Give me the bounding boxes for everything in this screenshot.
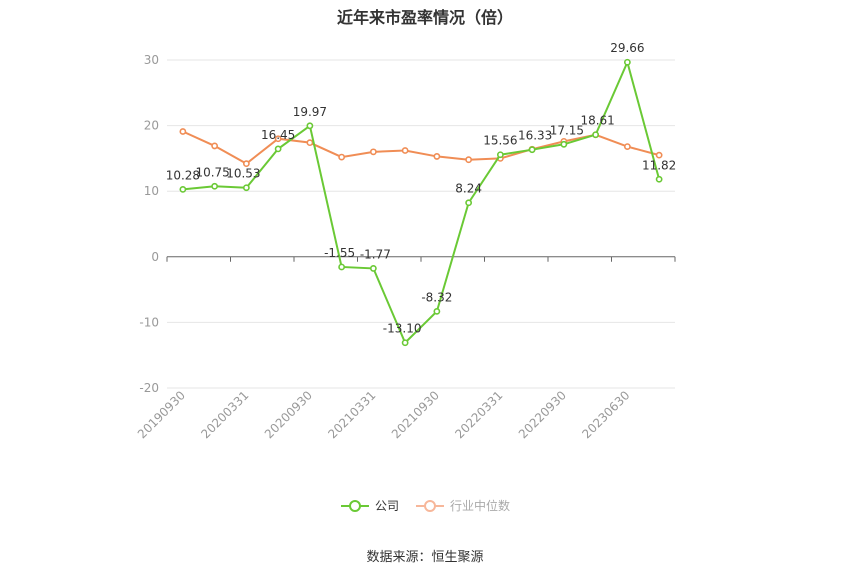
company-point-20210331 [369, 265, 377, 272]
y-tick-label: -20 [139, 381, 159, 395]
industry-point-20230930 [655, 151, 663, 159]
company-point-20190930 [179, 185, 187, 193]
company-point-20200630 [274, 145, 282, 153]
company-point-20230630 [623, 58, 631, 66]
data-label-20200331: 10.53 [226, 167, 260, 181]
industry-point-20210930 [433, 153, 441, 160]
industry-point-20200331 [242, 160, 250, 168]
y-tick-label: 10 [144, 184, 159, 198]
x-tick-label: 20210331 [325, 388, 378, 441]
legend-industry-label: 行业中位数 [450, 499, 511, 513]
data-label-20210331: -1.77 [360, 247, 391, 261]
y-tick-label: -10 [139, 315, 159, 329]
industry-point-20210630 [401, 147, 409, 154]
industry-point-20211231 [465, 156, 473, 164]
company-point-20220331 [496, 151, 504, 159]
data-label-20200630: 16.45 [261, 128, 295, 142]
data-label-20221231: 18.61 [580, 114, 614, 128]
data-label-20200930: 19.97 [293, 105, 327, 119]
legend: 公司 行业中位数 [0, 497, 850, 514]
company-point-20210630 [401, 339, 409, 347]
data-label-20210930: -8.32 [421, 290, 452, 304]
legend-company-label: 公司 [374, 499, 399, 513]
legend-item-company[interactable]: 公司 [340, 497, 399, 514]
data-source: 数据来源：恒生聚源 [366, 550, 484, 565]
x-tick-label: 20230630 [579, 388, 632, 441]
company-point-20191231 [211, 182, 219, 190]
legend-company-swatch [340, 499, 369, 512]
company-point-20230930 [655, 175, 663, 183]
x-tick-label: 20210930 [389, 388, 442, 441]
series-line-company [182, 59, 661, 345]
legend-industry-swatch [416, 499, 444, 512]
data-label-20211231: 8.24 [455, 182, 482, 196]
industry-point-20191231 [211, 142, 219, 150]
x-tick-label: 20220930 [516, 388, 569, 441]
x-tick-label: 20200930 [262, 388, 315, 441]
data-label-20230930: 11.82 [642, 158, 676, 172]
company-point-20221231 [592, 131, 600, 139]
x-tick-label: 20200331 [198, 388, 251, 441]
data-label-20210630: -13.10 [383, 322, 422, 336]
y-tick-label: 20 [144, 119, 159, 133]
series-line-industry-median [182, 130, 660, 165]
data-label-20220630: 16.33 [518, 129, 552, 143]
chart-title: 近年来市盈率情况（倍） [336, 8, 513, 27]
data-label-20201231: -1.55 [324, 246, 355, 260]
data-label-20191231: 10.75 [195, 165, 229, 179]
company-point-20200930 [306, 122, 314, 130]
x-tick-label: 20220331 [452, 388, 505, 441]
industry-point-20210331 [369, 148, 377, 156]
data-label-20190930: 10.28 [166, 168, 200, 182]
data-label-20220930: 17.15 [550, 123, 584, 137]
data-label-20220331: 15.56 [483, 134, 517, 148]
company-point-20201231 [338, 263, 346, 271]
company-point-20211231 [465, 199, 473, 207]
legend-item-industry-median[interactable]: 行业中位数 [415, 497, 510, 514]
y-tick-label: 0 [151, 250, 159, 264]
industry-point-20201231 [338, 153, 346, 161]
industry-point-20190930 [179, 128, 187, 135]
company-point-20220930 [560, 140, 568, 148]
industry-point-20200930 [306, 139, 314, 147]
x-tick-label: 20190930 [135, 388, 188, 441]
industry-point-20200630 [274, 135, 282, 143]
y-tick-label: 30 [144, 53, 159, 67]
company-point-20210930 [433, 307, 441, 315]
company-point-20200331 [242, 184, 250, 192]
industry-point-20230630 [623, 143, 631, 150]
company-point-20220630 [528, 146, 536, 154]
data-label-20230630: 29.66 [610, 41, 644, 55]
